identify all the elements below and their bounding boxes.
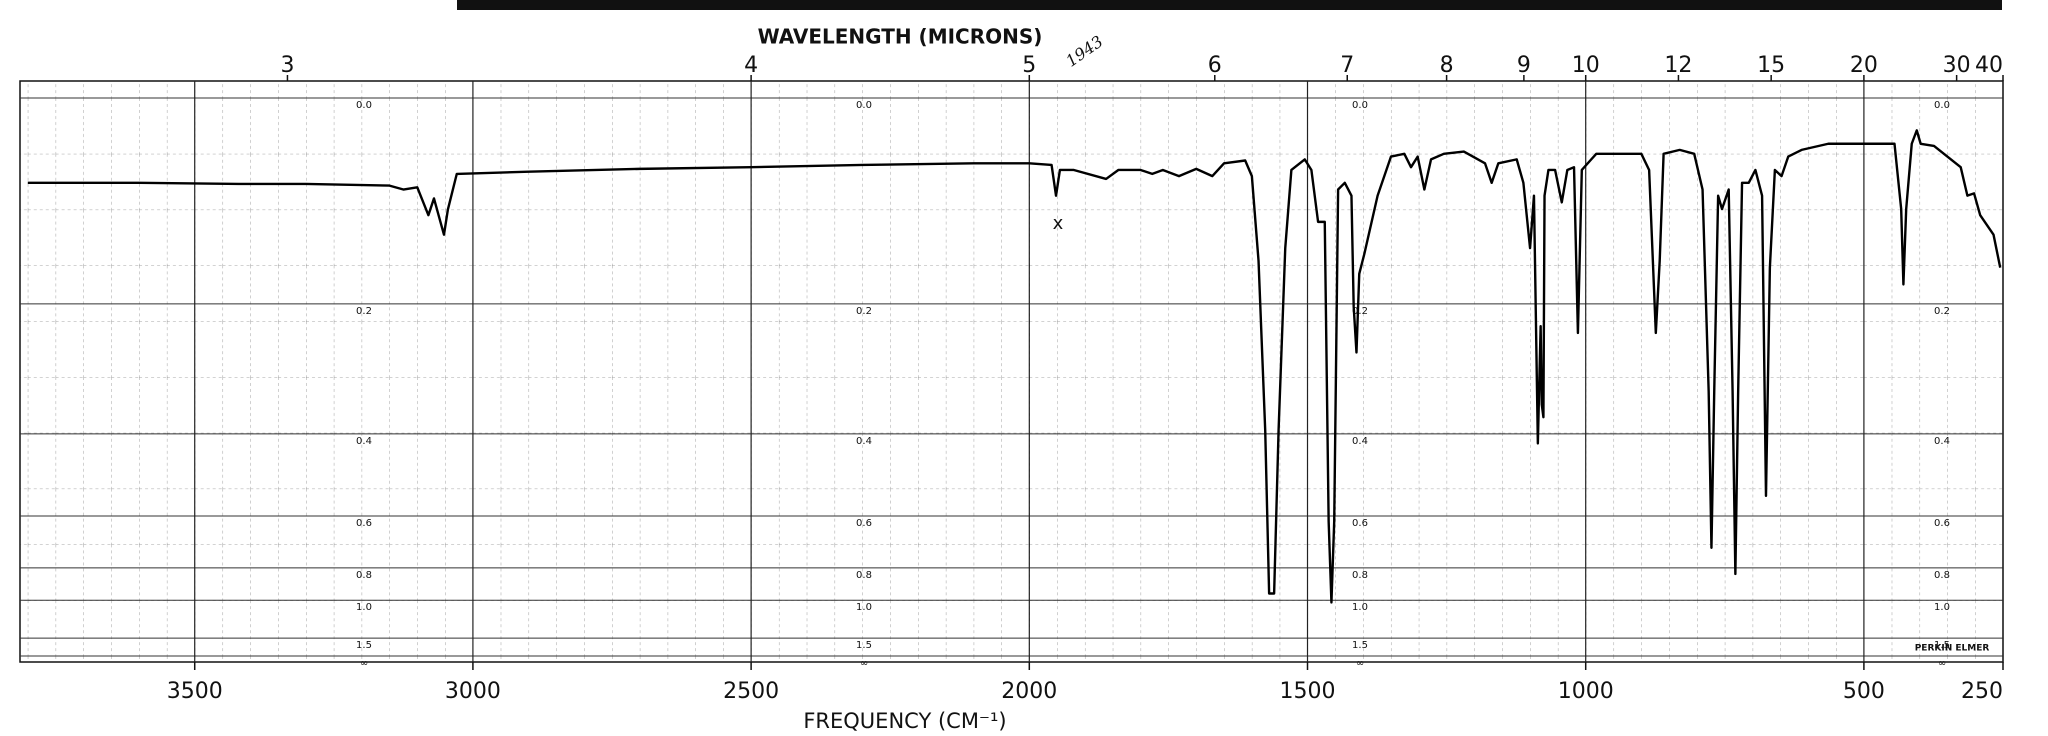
y-tick-label: 0.0 [1934,100,1950,111]
spectrum-line [27,129,2002,604]
y-tick-label: ∞ [1938,658,1946,669]
y-tick-label: 0.4 [1934,436,1950,447]
annotation: 1943 [1062,32,1106,71]
y-tick-label: ∞ [860,658,868,669]
y-tick-label: 0.8 [1352,570,1368,581]
y-tick-label: 0.4 [356,436,372,447]
y-tick-label: 1.5 [356,640,372,651]
y-tick-label: 0.2 [856,306,872,317]
x-axis-label: FREQUENCY (CM⁻¹) [803,709,1006,733]
x-tick-label: 3000 [445,679,501,704]
x2-tick-label: 6 [1208,53,1222,78]
annotation: PERKIN ELMER [1915,644,1990,654]
x-tick-label: 250 [1961,679,2003,704]
chart-title: WAVELENGTH (MICRONS) [758,25,1043,49]
x-tick-label: 2000 [1001,679,1057,704]
x2-tick-label: 4 [744,53,758,78]
x-tick-label: 2500 [723,679,779,704]
y-tick-label: 1.5 [1934,640,1950,651]
y-tick-label: 1.5 [856,640,872,651]
y-tick-label: ∞ [1356,658,1364,669]
y-tick-label: 0.4 [856,436,872,447]
x2-tick-label: 20 [1850,53,1878,78]
annotation: x [1053,213,1064,234]
x-tick-label: 3500 [167,679,223,704]
y-tick-label: 0.6 [356,518,372,529]
x2-tick-label: 9 [1517,53,1531,78]
y-tick-label: 0.8 [856,570,872,581]
y-tick-label: 1.5 [1352,640,1368,651]
y-tick-label: 0.6 [856,518,872,529]
y-tick-label: 0.8 [1934,570,1950,581]
x2-tick-label: 5 [1022,53,1036,78]
x2-tick-label: 10 [1572,53,1600,78]
y-tick-label: 0.4 [1352,436,1368,447]
x2-tick-label: 7 [1340,53,1354,78]
y-tick-label: 0.2 [356,306,372,317]
x2-tick-label: 15 [1757,53,1785,78]
y-tick-label: 0.6 [1934,518,1950,529]
x2-tick-label: 8 [1440,53,1454,78]
x2-tick-label: 40 [1975,53,2003,78]
y-tick-label: 1.0 [356,602,372,613]
y-tick-label: 0.6 [1352,518,1368,529]
y-tick-label: 0.0 [356,100,372,111]
y-tick-label: ∞ [360,658,368,669]
x2-tick-label: 3 [280,53,294,78]
y-tick-label: 0.2 [1352,306,1368,317]
y-tick-label: 0.2 [1934,306,1950,317]
y-tick-label: 0.8 [356,570,372,581]
y-tick-label: 1.0 [1352,602,1368,613]
x-tick-label: 1500 [1280,679,1336,704]
y-tick-label: 0.0 [1352,100,1368,111]
chart-paper-grid [20,81,2003,662]
top-bar [457,0,2002,10]
x2-tick-label: 30 [1943,53,1971,78]
y-tick-label: 0.0 [856,100,872,111]
y-tick-label: 1.0 [1934,602,1950,613]
x-tick-label: 1000 [1558,679,1614,704]
x-tick-label: 500 [1843,679,1885,704]
y-tick-label: 1.0 [856,602,872,613]
x2-tick-label: 12 [1664,53,1692,78]
